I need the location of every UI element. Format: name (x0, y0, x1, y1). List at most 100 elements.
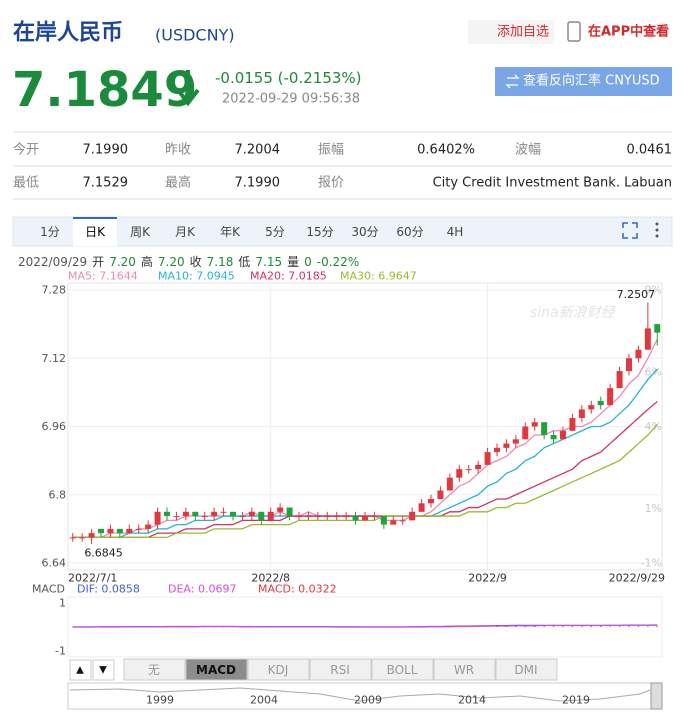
phone-icon (567, 21, 581, 42)
macd-legend: DEA: 0.0697 (168, 583, 236, 596)
candle-body (173, 516, 180, 518)
period-tab[interactable]: 周K (130, 225, 151, 239)
navigator-year: 2014 (458, 694, 486, 707)
indicator-tab[interactable]: RSI (330, 663, 350, 677)
indicator-tab[interactable]: DMI (514, 663, 537, 677)
candle-body (352, 516, 359, 521)
arrow-glyph[interactable]: ▲ (76, 665, 84, 676)
navigator-line (69, 687, 651, 702)
period-tab[interactable]: 1分 (40, 225, 60, 239)
candle-body (616, 371, 623, 389)
legend-entry: MA20: 7.0185 (250, 270, 327, 283)
info-value: 7.15 (255, 255, 282, 269)
candle-body (484, 452, 491, 465)
indicator-tab-bg[interactable] (433, 658, 496, 681)
candle-body (607, 388, 614, 406)
candle-body (220, 511, 227, 513)
x-tick-label: 2022/9 (468, 572, 507, 585)
macd-line (72, 624, 658, 628)
reverse-label[interactable]: 查看反向汇率 CNYUSD (523, 73, 660, 89)
candle-body (343, 516, 350, 518)
indicator-tab-bg[interactable] (123, 658, 186, 681)
add-watchlist[interactable]: 添加自选 (497, 25, 549, 40)
candle-body (211, 511, 218, 517)
candle-body (399, 520, 406, 522)
period-tab[interactable]: 30分 (351, 225, 378, 239)
indicator-tab[interactable]: BOLL (387, 663, 418, 677)
candle-body (88, 533, 95, 538)
candle-body (126, 528, 133, 534)
y-tick-label: 6.96 (42, 420, 67, 433)
candle-body (503, 443, 510, 448)
indicator-tab-bg[interactable] (309, 658, 372, 681)
indicator-tab-bg[interactable] (247, 658, 310, 681)
period-tab[interactable]: 15分 (306, 225, 333, 239)
title: 在岸人民币 (13, 20, 123, 46)
navigator-year: 1999 (146, 694, 174, 707)
candle-body (192, 511, 199, 517)
candle-body (456, 469, 463, 478)
candle-body (588, 405, 595, 410)
stat-label: 今开 (13, 142, 39, 158)
fullscreen-icon[interactable] (622, 222, 638, 239)
stat-label: 波幅 (515, 143, 541, 158)
period-tab[interactable]: 60分 (396, 225, 423, 239)
stat-label: 最低 (13, 176, 39, 191)
navigator-handle[interactable] (650, 682, 663, 710)
candle-body (635, 349, 642, 359)
candle-body (258, 511, 265, 521)
arrow-button[interactable] (92, 659, 115, 681)
candle-body (182, 511, 189, 517)
info-value: 0 (304, 255, 312, 269)
y2-tick-label: 4% (645, 420, 662, 433)
info-change: -0.22% (317, 255, 359, 269)
stat-value: City Credit Investment Bank. Labuan (433, 176, 672, 191)
macd-legend: MACD: 0.0322 (258, 583, 337, 596)
candle-body (145, 524, 152, 529)
candle-body (465, 469, 472, 471)
x-tick-label: 2022/9/29 (609, 572, 665, 585)
candle-body (267, 511, 274, 521)
stat-label: 报价 (318, 176, 344, 191)
menu-icon[interactable] (655, 222, 659, 238)
indicator-tab[interactable]: MACD (196, 663, 236, 677)
stat-label: 振幅 (318, 143, 344, 158)
period-tab[interactable]: 日K (85, 225, 106, 239)
tab-bar (12, 216, 673, 247)
candle-body (512, 439, 519, 444)
watch-bg[interactable] (468, 20, 554, 44)
candle-body (390, 520, 397, 525)
candle-body (550, 435, 557, 440)
tab-active-bg[interactable] (73, 218, 117, 246)
watermark: sina新浪财经 (530, 305, 617, 321)
y-tick-label: 7.28 (42, 284, 67, 297)
arrow-glyph[interactable]: ▼ (99, 665, 107, 676)
candle-body (305, 516, 312, 518)
stat-label: 最高 (165, 175, 191, 191)
indicator-tab[interactable]: WR (454, 663, 474, 677)
stat-value: 7.1990 (83, 143, 129, 158)
period-tab[interactable]: 4H (447, 225, 464, 239)
indicator-tab[interactable]: KDJ (268, 663, 289, 677)
candle-body (371, 516, 378, 518)
candle-body (428, 499, 434, 504)
candle-body (201, 516, 208, 518)
indicator-tab-bg[interactable] (495, 658, 558, 681)
indicator-tab-bg[interactable] (371, 658, 434, 681)
indicator-tab[interactable]: 无 (148, 663, 160, 677)
period-tab[interactable]: 月K (175, 225, 196, 239)
info-value: 7.20 (109, 255, 136, 269)
indicator-tab-bg[interactable] (185, 658, 248, 681)
navigator-year: 2004 (250, 694, 278, 707)
period-tab[interactable]: 年K (220, 225, 241, 239)
period-tab[interactable]: 5分 (265, 225, 285, 239)
info-value: 7.20 (158, 255, 185, 269)
candle-body (230, 511, 236, 517)
app-view[interactable]: 在APP中查看 (588, 24, 669, 40)
reverse-button[interactable] (495, 67, 672, 96)
candle-body (654, 324, 661, 333)
candle-body (578, 409, 585, 418)
candle-body (437, 490, 444, 500)
arrow-button[interactable] (69, 659, 92, 681)
